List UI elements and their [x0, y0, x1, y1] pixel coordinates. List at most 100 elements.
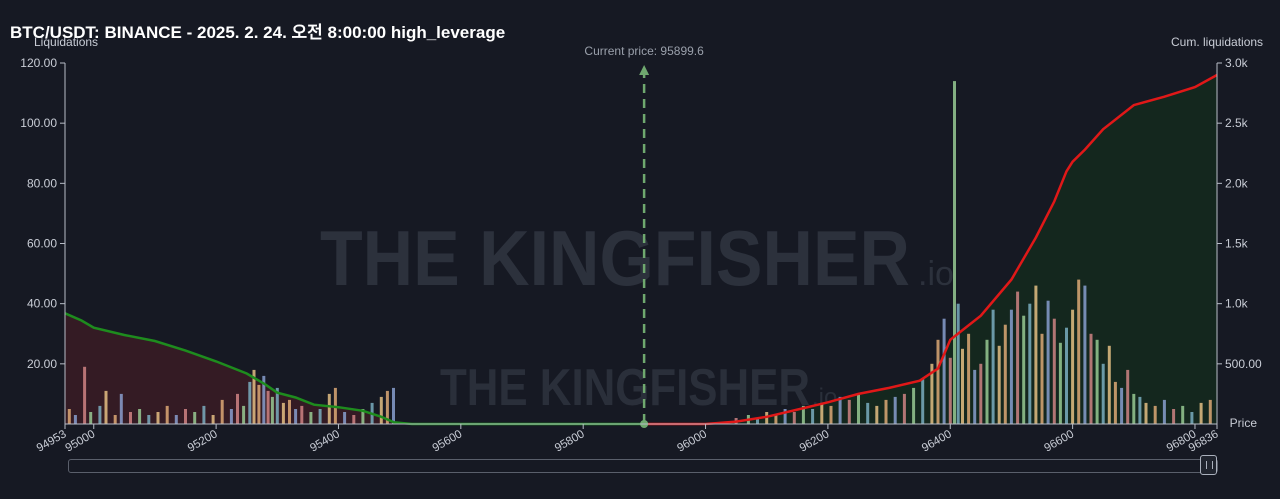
- x-tick-label: 94953: [35, 428, 69, 454]
- liquidation-bar: [156, 412, 160, 424]
- liquidation-bar: [147, 415, 151, 424]
- left-tick-label: 120.00: [20, 56, 57, 70]
- watermark-large-suffix: .io: [918, 255, 954, 293]
- liquidation-bar: [801, 405, 805, 424]
- liquidation-bar: [936, 339, 940, 424]
- liquidation-bar: [1077, 279, 1081, 424]
- liquidation-bar: [229, 409, 233, 424]
- liquidation-bar: [783, 409, 787, 424]
- liquidation-bar: [1172, 409, 1176, 424]
- liquidation-bar: [1120, 387, 1124, 424]
- liquidation-bar: [288, 399, 291, 424]
- left-tick-label: 40.00: [27, 297, 57, 311]
- liquidation-bar: [829, 405, 833, 424]
- liquidation-bar: [1101, 363, 1105, 424]
- liquidation-bar: [956, 303, 960, 424]
- left-tick-label: 100.00: [20, 116, 57, 130]
- x-tick-label: 95800: [553, 428, 587, 454]
- liquidation-bar: [857, 393, 860, 424]
- liquidation-bar: [361, 409, 365, 424]
- short-cum-line: [644, 73, 1218, 426]
- liquidation-bar: [309, 412, 313, 424]
- watermark-large: THE KINGFISHER: [320, 214, 910, 302]
- left-tick-label: 20.00: [27, 357, 57, 371]
- long-cum-line: [64, 312, 645, 426]
- x-tick-label: 95600: [431, 428, 465, 454]
- liquidation-bar: [948, 357, 952, 424]
- x-tick-label: 95000: [64, 428, 98, 454]
- liquidation-bar: [942, 318, 946, 424]
- liquidation-bar: [236, 393, 239, 424]
- liquidation-bar: [1058, 342, 1062, 424]
- liquidation-bar: [838, 396, 842, 424]
- liquidation-bar: [379, 396, 383, 424]
- liquidation-bar: [1022, 315, 1026, 424]
- x-tick-label: 95200: [186, 428, 220, 454]
- liquidation-bar: [967, 333, 971, 425]
- liquidation-bar: [1046, 300, 1050, 424]
- liquidation-bar: [847, 399, 851, 424]
- liquidation-bar: [1034, 285, 1038, 424]
- liquidation-bar: [1095, 339, 1099, 424]
- liquidation-bar: [73, 415, 77, 424]
- liquidation-bar: [119, 393, 123, 424]
- liquidation-bar: [921, 378, 925, 424]
- liquidation-bar: [327, 393, 331, 424]
- liquidation-bar: [991, 309, 995, 424]
- liquidation-bar: [820, 402, 824, 424]
- liquidation-bar: [318, 409, 322, 424]
- liquidation-bar: [98, 405, 102, 424]
- liquidation-bar: [89, 412, 93, 424]
- liquidation-bar: [875, 405, 879, 424]
- liquidation-bar: [1153, 405, 1157, 424]
- liquidation-bar: [1040, 333, 1044, 425]
- x-tick-label: 95400: [308, 428, 342, 454]
- liquidation-bar: [1009, 309, 1013, 424]
- liquidation-bar: [1113, 381, 1117, 424]
- liquidation-bar: [893, 396, 897, 424]
- liquidation-bar: [113, 415, 117, 424]
- liquidation-bar: [270, 396, 274, 424]
- liquidation-bar: [1052, 318, 1056, 424]
- liquidation-bar: [774, 415, 778, 424]
- liquidation-bar: [1162, 399, 1166, 424]
- liquidation-bar: [252, 369, 256, 424]
- zoom-slider[interactable]: [68, 459, 1218, 473]
- liquidation-bar: [248, 381, 252, 424]
- liquidation-bar: [1126, 369, 1130, 424]
- liquidation-bar: [1199, 402, 1203, 424]
- liquidation-bar: [1065, 327, 1068, 424]
- liquidation-bar: [385, 390, 389, 424]
- liquidation-bar: [220, 399, 224, 424]
- left-tick-label: 80.00: [27, 176, 57, 190]
- liquidation-bar: [257, 384, 261, 424]
- liquidation-bar: [129, 412, 132, 424]
- x-axis-title: Price: [1230, 416, 1258, 430]
- right-tick-label: 1.5k: [1225, 237, 1249, 251]
- right-axis-title: Cum. liquidations: [1171, 35, 1264, 49]
- liquidation-bar: [262, 375, 266, 424]
- zoom-slider-handle[interactable]: [1200, 455, 1217, 475]
- left-tick-label: 60.00: [27, 237, 57, 251]
- liquidation-bar: [912, 387, 916, 424]
- liquidation-bar: [184, 409, 187, 424]
- liquidation-bar: [266, 390, 270, 424]
- current-price-arrow: [639, 65, 650, 75]
- liquidation-bar: [193, 412, 197, 424]
- liquidation-bar: [961, 348, 964, 424]
- liquidation-bar: [953, 81, 956, 424]
- x-tick-label: 96400: [920, 428, 954, 454]
- liquidation-bar: [1028, 303, 1032, 424]
- liquidation-bar: [1089, 333, 1093, 425]
- x-tick-label: 96000: [675, 428, 709, 454]
- liquidation-bar: [1190, 412, 1194, 424]
- liquidation-bar: [281, 402, 285, 424]
- liquidation-bar: [884, 399, 888, 424]
- right-tick-label: 3.0k: [1225, 56, 1249, 70]
- chart-title: BTC/USDT: BINANCE - 2025. 2. 24. 오전 8:00…: [10, 23, 506, 42]
- current-price-label: Current price: 95899.6: [584, 44, 704, 58]
- liquidation-bar: [211, 415, 215, 424]
- liquidation-bar: [985, 339, 989, 424]
- liquidation-bar: [930, 363, 934, 424]
- right-tick-label: 1.0k: [1225, 297, 1249, 311]
